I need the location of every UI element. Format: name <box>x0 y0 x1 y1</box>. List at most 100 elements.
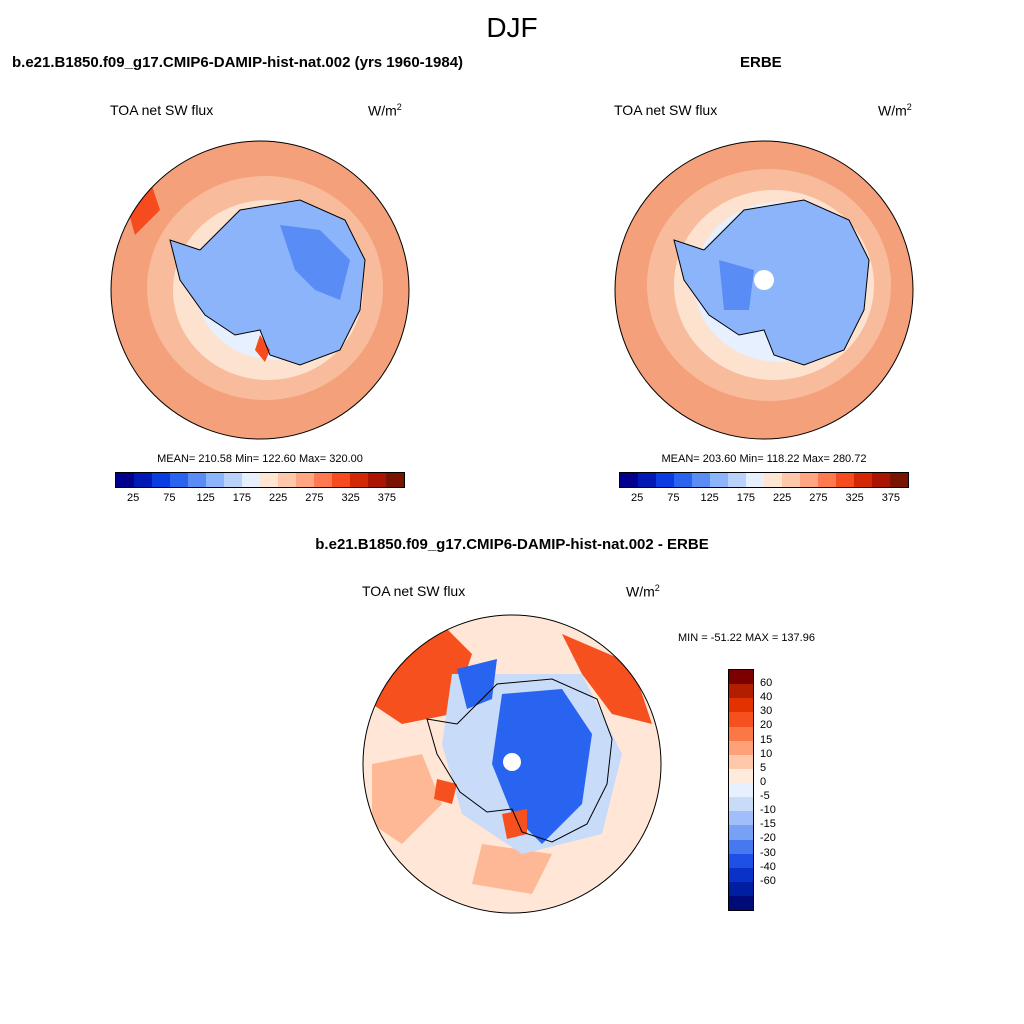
model-colorbar-swatch <box>332 473 350 487</box>
model-colorbar-swatch <box>188 473 206 487</box>
diff-colorbar-swatch <box>729 712 753 727</box>
model-colorbar-tick-label: 225 <box>268 492 288 504</box>
diff-colorbar-tick-label: -5 <box>760 790 770 803</box>
obs-colorbar-swatch <box>638 473 656 487</box>
model-colorbar-swatch <box>242 473 260 487</box>
obs-colorbar-tick-label: 175 <box>736 492 756 504</box>
diff-colorbar-tick-label: -10 <box>760 804 776 817</box>
diff-colorbar-swatch <box>729 754 753 769</box>
diff-colorbar-swatch <box>729 881 753 896</box>
obs-panel-title: ERBE <box>740 54 782 71</box>
diff-colorbar: 60 40 30 20 15 10 5 0 -5 -10 -15 -20 -30 -40 -60 <box>728 669 794 911</box>
diff-colorbar-swatch <box>729 839 753 854</box>
model-polar-map <box>110 140 410 440</box>
diff-colorbar-swatch <box>729 698 753 713</box>
obs-stats: MEAN= 203.60 Min= 118.22 Max= 280.72 <box>661 453 867 465</box>
diff-colorbar-tick-label: -40 <box>760 860 776 873</box>
diff-colorbar-tick-label: -15 <box>760 818 776 831</box>
obs-colorbar-swatch <box>674 473 692 487</box>
model-colorbar-swatch <box>170 473 188 487</box>
model-panel-title: b.e21.B1850.f09_g17.CMIP6-DAMIP-hist-nat… <box>12 54 464 71</box>
obs-colorbar-swatch <box>836 473 854 487</box>
obs-colorbar-tick-label: 25 <box>631 492 644 504</box>
obs-colorbar-tick-label: 75 <box>667 492 680 504</box>
obs-units-label: W/m2 <box>878 102 912 119</box>
diff-colorbar-tick-label: -30 <box>760 846 776 859</box>
diff-colorbar-tick-label: -60 <box>760 874 776 887</box>
model-variable-label: TOA net SW flux <box>110 102 214 118</box>
model-colorbar-swatch <box>314 473 332 487</box>
model-colorbar-tick-label: 75 <box>163 492 176 504</box>
diff-colorbar-swatch <box>729 684 753 699</box>
model-colorbar-swatch <box>152 473 170 487</box>
diff-colorbar-swatch <box>729 867 753 882</box>
obs-colorbar-swatch <box>728 473 746 487</box>
obs-colorbar-ticks: 25 75 125 175 225 275 325 375 <box>619 488 909 504</box>
diff-colorbar-tick-label: 20 <box>760 719 773 732</box>
model-colorbar-tick-label: 25 <box>127 492 140 504</box>
obs-colorbar-swatch <box>746 473 764 487</box>
model-colorbar-swatch <box>296 473 314 487</box>
diff-colorbar-swatch <box>729 896 753 911</box>
model-stats: MEAN= 210.58 Min= 122.60 Max= 320.00 <box>157 453 363 465</box>
obs-colorbar-swatch <box>800 473 818 487</box>
obs-colorbar-tick-label: 275 <box>809 492 828 504</box>
obs-colorbar-tick-label: 225 <box>772 492 792 504</box>
model-colorbar-swatch <box>386 473 404 487</box>
diff-colorbar-swatch <box>729 825 753 840</box>
diff-colorbar-ticks: 60 40 30 20 15 10 5 0 -5 -10 -15 -20 -30 -40 -60 <box>754 669 794 909</box>
model-colorbar-swatch <box>278 473 296 487</box>
model-colorbar-swatch <box>206 473 224 487</box>
diff-colorbar-tick-label: 5 <box>760 761 767 774</box>
model-colorbar-swatch <box>260 473 278 487</box>
obs-colorbar-swatch <box>692 473 710 487</box>
obs-colorbar-tick-label: 325 <box>845 492 864 504</box>
obs-colorbar-swatch <box>890 473 908 487</box>
diff-colorbar-tick-label: 10 <box>760 747 773 760</box>
obs-colorbar-swatch <box>782 473 800 487</box>
model-colorbar-swatch <box>134 473 152 487</box>
obs-colorbar-swatch <box>872 473 890 487</box>
diff-minmax: MIN = -51.22 MAX = 137.96 <box>678 632 815 644</box>
obs-colorbar-tick-label: 125 <box>700 492 719 504</box>
diff-colorbar-tick-label: 30 <box>760 705 773 718</box>
diff-polar-map <box>362 614 662 914</box>
model-colorbar-swatch <box>350 473 368 487</box>
model-colorbar-swatch <box>116 473 134 487</box>
model-colorbar-ticks: 25 75 125 175 225 275 325 375 <box>115 488 405 504</box>
obs-colorbar-swatch <box>656 473 674 487</box>
obs-colorbar-swatch <box>818 473 836 487</box>
page-title: DJF <box>486 12 538 43</box>
model-colorbar-tick-label: 175 <box>232 492 252 504</box>
obs-colorbar-swatch <box>764 473 782 487</box>
obs-variable-label: TOA net SW flux <box>614 102 718 118</box>
diff-colorbar-swatch <box>729 670 753 685</box>
model-colorbar-tick-label: 375 <box>377 492 397 504</box>
model-colorbar: 25 75 125 175 225 275 325 375 <box>115 472 405 504</box>
diff-variable-label: TOA net SW flux <box>362 583 466 599</box>
obs-colorbar-swatch <box>854 473 872 487</box>
obs-colorbar-tick-label: 375 <box>881 492 901 504</box>
diff-colorbar-tick-label: 0 <box>760 775 767 788</box>
diff-colorbar-swatch <box>729 783 753 798</box>
diff-colorbar-tick-label: -20 <box>760 832 776 845</box>
model-colorbar-tick-label: 325 <box>341 492 360 504</box>
diff-colorbar-swatch <box>729 853 753 868</box>
obs-polar-map <box>614 140 914 440</box>
obs-colorbar-swatch <box>620 473 638 487</box>
model-colorbar-swatch <box>224 473 242 487</box>
diff-colorbar-tick-label: 60 <box>760 677 773 690</box>
diff-colorbar-tick-label: 40 <box>760 691 773 704</box>
diff-panel-title: b.e21.B1850.f09_g17.CMIP6-DAMIP-hist-nat… <box>315 536 709 553</box>
obs-colorbar: 25 75 125 175 225 275 325 375 <box>619 472 909 504</box>
model-colorbar-swatch <box>368 473 386 487</box>
diff-colorbar-tick-label: 15 <box>760 733 773 746</box>
obs-colorbar-swatch <box>710 473 728 487</box>
diff-colorbar-swatch <box>729 726 753 741</box>
diff-colorbar-swatch <box>729 811 753 826</box>
diff-colorbar-swatch <box>729 797 753 812</box>
diff-colorbar-swatch <box>729 768 753 783</box>
diff-colorbar-swatch <box>729 740 753 755</box>
model-units-label: W/m2 <box>368 102 402 119</box>
model-colorbar-tick-label: 275 <box>305 492 324 504</box>
